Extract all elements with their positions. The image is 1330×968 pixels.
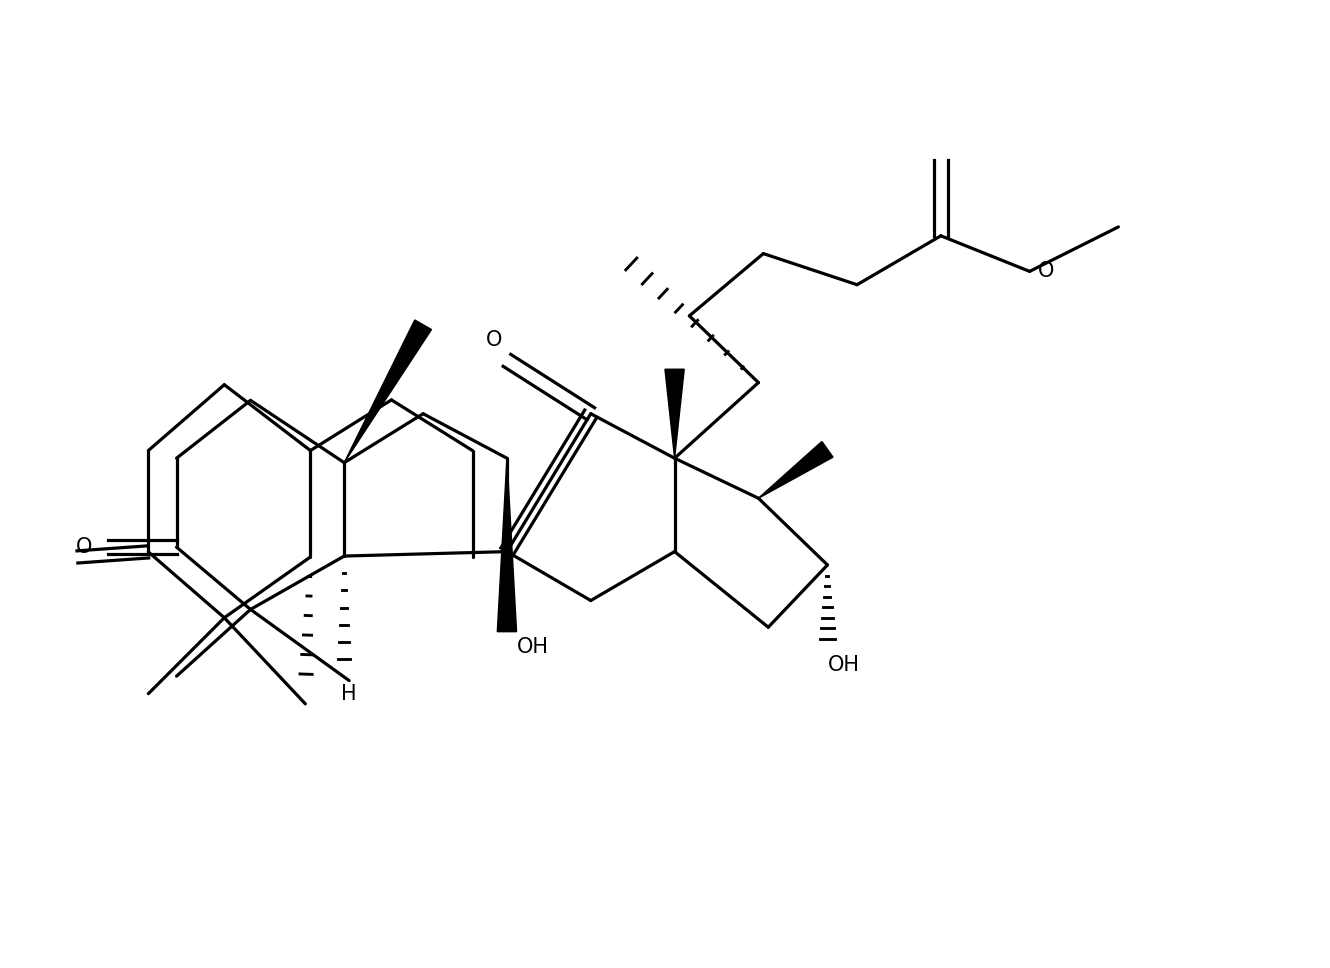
Polygon shape — [665, 369, 684, 458]
Text: OH: OH — [827, 654, 859, 675]
Polygon shape — [344, 320, 431, 463]
Text: O: O — [76, 537, 92, 558]
Text: H: H — [342, 684, 356, 705]
Polygon shape — [758, 441, 833, 499]
Text: OH: OH — [517, 637, 549, 656]
Text: O: O — [485, 330, 501, 350]
Text: O: O — [1037, 261, 1055, 282]
Polygon shape — [497, 458, 516, 632]
